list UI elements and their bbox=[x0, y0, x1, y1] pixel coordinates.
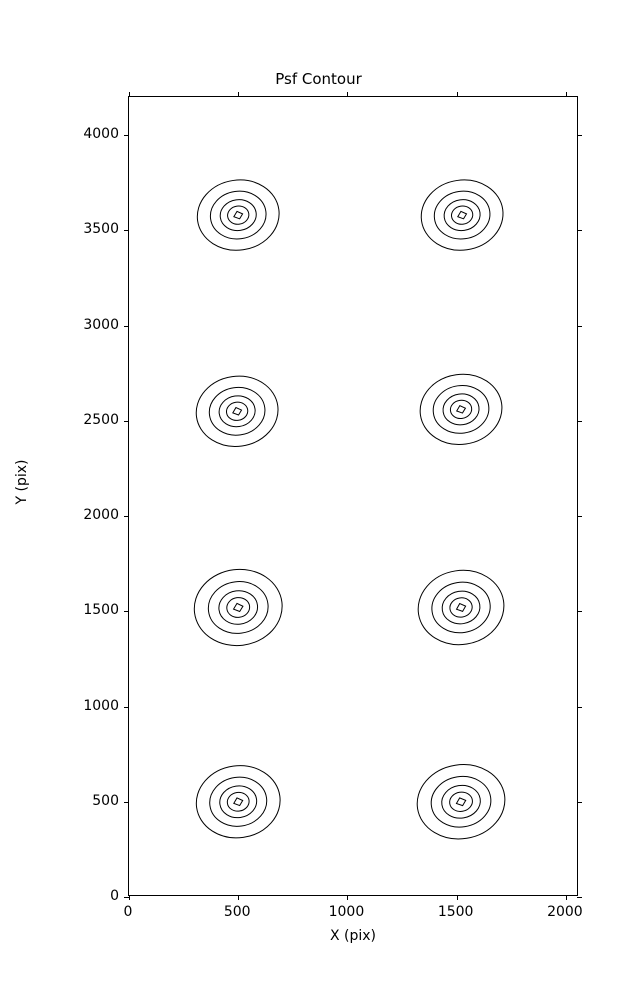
x-tick-label: 1500 bbox=[437, 904, 474, 920]
y-tick-mark bbox=[577, 325, 582, 327]
contour-ring bbox=[218, 590, 259, 625]
contour-ring bbox=[455, 405, 467, 414]
y-tick-mark bbox=[577, 135, 582, 137]
contour-ring bbox=[416, 764, 506, 840]
contour-ring bbox=[433, 190, 491, 240]
x-tick-mark bbox=[565, 895, 567, 900]
x-tick-label: 500 bbox=[223, 904, 251, 920]
y-tick-label: 1500 bbox=[83, 602, 119, 619]
x-axis-label: X (pix) bbox=[329, 928, 377, 944]
psf-contour-group bbox=[195, 765, 281, 839]
contour-ring bbox=[208, 386, 266, 436]
contour-ring bbox=[442, 393, 480, 426]
x-tick-mark bbox=[565, 92, 567, 97]
contour-ring bbox=[195, 765, 281, 839]
contour-ring bbox=[232, 602, 244, 613]
y-tick-mark bbox=[577, 230, 582, 232]
psf-contour-group bbox=[419, 373, 503, 446]
x-tick-mark bbox=[456, 92, 458, 97]
y-tick-mark bbox=[124, 230, 129, 232]
y-tick-label: 3500 bbox=[83, 221, 119, 238]
contour-ring bbox=[233, 797, 244, 807]
y-tick-label: 3000 bbox=[83, 316, 119, 333]
contour-ring bbox=[209, 776, 268, 827]
y-tick-mark bbox=[124, 325, 129, 327]
contour-ring bbox=[420, 179, 504, 251]
psf-contour-group bbox=[416, 764, 506, 840]
contour-ring bbox=[450, 205, 474, 225]
x-tick-mark bbox=[129, 92, 130, 97]
contour-ring bbox=[449, 791, 473, 812]
y-tick-mark bbox=[124, 897, 129, 898]
contour-ring bbox=[432, 384, 490, 434]
contour-ring bbox=[219, 785, 258, 819]
y-tick-mark bbox=[577, 801, 582, 803]
contour-ring bbox=[196, 179, 280, 251]
page-title: Psf Contour bbox=[275, 70, 362, 88]
psf-contour-group bbox=[417, 569, 505, 646]
y-tick-label: 2000 bbox=[83, 507, 119, 524]
psf-contour-group bbox=[196, 179, 280, 251]
x-tick-mark bbox=[129, 895, 130, 900]
contour-ring bbox=[225, 401, 249, 421]
y-tick-mark bbox=[577, 897, 582, 898]
contour-ring bbox=[218, 395, 256, 428]
y-tick-mark bbox=[577, 611, 582, 613]
y-tick-mark bbox=[577, 420, 582, 422]
x-tick-label: 1000 bbox=[328, 904, 365, 920]
y-axis-label: Y (pix) bbox=[14, 459, 30, 505]
y-tick-label: 2500 bbox=[83, 411, 119, 428]
x-tick-label: 2000 bbox=[547, 904, 583, 920]
y-tick-mark bbox=[124, 706, 129, 708]
contour-ring bbox=[419, 373, 503, 446]
psf-contour-group bbox=[193, 568, 283, 647]
contour-ring bbox=[226, 791, 250, 812]
contour-ring bbox=[207, 581, 269, 634]
psf-contour-group bbox=[195, 375, 279, 447]
contour-ring bbox=[195, 375, 279, 447]
y-tick-label: 500 bbox=[92, 792, 119, 809]
plot-area bbox=[124, 92, 582, 900]
contour-ring bbox=[449, 597, 473, 618]
contour-ring bbox=[449, 399, 473, 420]
contour-ring bbox=[430, 775, 492, 828]
contour-ring bbox=[431, 581, 491, 634]
contour-ring bbox=[232, 406, 243, 416]
y-tick-mark bbox=[124, 611, 129, 613]
contour-ring bbox=[227, 205, 250, 225]
x-tick-mark bbox=[238, 895, 240, 900]
contour-ring bbox=[209, 190, 267, 240]
contour-ring bbox=[417, 569, 505, 646]
psf-contour-group bbox=[420, 179, 504, 251]
contour-ring bbox=[233, 210, 244, 220]
contour-ring bbox=[441, 784, 481, 819]
contour-ring bbox=[457, 210, 468, 220]
y-tick-mark bbox=[124, 420, 129, 422]
contour-ring bbox=[193, 568, 283, 647]
y-tick-mark bbox=[577, 516, 582, 518]
y-tick-label: 4000 bbox=[83, 126, 119, 143]
contour-ring bbox=[443, 199, 481, 232]
contour-svg bbox=[193, 179, 506, 840]
contour-ring bbox=[219, 199, 257, 232]
y-tick-mark bbox=[124, 516, 129, 518]
y-tick-mark bbox=[124, 801, 129, 803]
contour-ring bbox=[455, 602, 467, 612]
x-tick-label: 0 bbox=[123, 904, 133, 920]
y-tick-label: 1000 bbox=[83, 697, 119, 714]
y-tick-mark bbox=[124, 135, 129, 137]
x-tick-mark bbox=[456, 895, 458, 900]
x-tick-mark bbox=[347, 92, 349, 97]
x-tick-mark bbox=[238, 92, 240, 97]
contour-ring bbox=[455, 797, 467, 807]
y-tick-mark bbox=[577, 706, 582, 708]
y-tick-label: 0 bbox=[110, 888, 119, 904]
contour-ring bbox=[226, 597, 251, 618]
contour-ring bbox=[441, 590, 481, 625]
x-tick-mark bbox=[347, 895, 349, 900]
